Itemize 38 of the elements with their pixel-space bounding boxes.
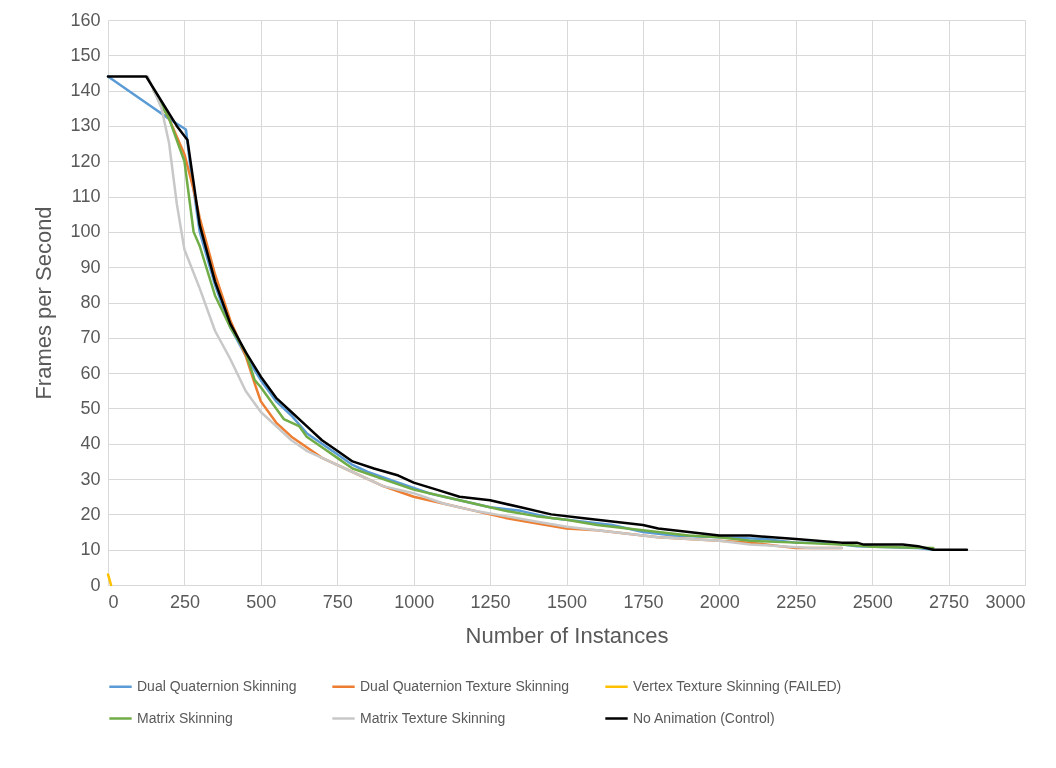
x-tick-label: 1250: [470, 591, 511, 612]
y-tick-label: 90: [80, 256, 101, 277]
legend-label: Matrix Texture Skinning: [360, 709, 506, 726]
x-axis-title: Number of Instances: [465, 622, 669, 648]
y-tick-label: 120: [70, 150, 101, 171]
y-tick-label: 160: [70, 9, 101, 30]
x-tick-label: 1750: [623, 591, 664, 612]
y-tick-label: 40: [80, 433, 101, 454]
x-tick-label: 2750: [929, 591, 970, 612]
x-tick-label: 0: [108, 591, 119, 612]
y-tick-label: 130: [70, 115, 101, 136]
legend-label: No Animation (Control): [633, 709, 775, 726]
x-tick-label: 2000: [699, 591, 740, 612]
x-tick-label: 1500: [546, 591, 588, 612]
legend-label: Matrix Skinning: [137, 709, 233, 726]
y-tick-label: 0: [90, 574, 101, 595]
y-tick-label: 80: [80, 292, 101, 312]
y-tick-label: 70: [80, 327, 101, 348]
y-tick-label: 30: [80, 468, 101, 489]
y-tick-label: 140: [70, 80, 101, 101]
y-tick-label: 50: [80, 397, 101, 418]
x-tick-label: 2250: [776, 591, 817, 612]
legend-label: Dual Quaternion Skinning: [137, 677, 297, 694]
y-tick-label: 100: [70, 221, 101, 242]
y-tick-label: 150: [70, 44, 101, 65]
x-tick-label: 750: [322, 591, 353, 612]
y-tick-label: 110: [71, 186, 101, 207]
x-tick-label: 250: [169, 591, 200, 612]
y-tick-label: 60: [80, 362, 101, 383]
x-tick-label: 500: [246, 591, 277, 612]
y-tick-label: 10: [80, 539, 101, 560]
y-axis-title: Frames per Second: [31, 206, 57, 400]
legend-label: Vertex Texture Skinning (FAILED): [633, 677, 842, 694]
x-tick-label: 2500: [852, 591, 893, 612]
x-tick-label: 3000: [985, 591, 1026, 612]
x-tick-label: 1000: [394, 591, 435, 612]
y-tick-label: 20: [80, 503, 101, 524]
legend-label: Dual Quaternion Texture Skinning: [360, 677, 570, 694]
